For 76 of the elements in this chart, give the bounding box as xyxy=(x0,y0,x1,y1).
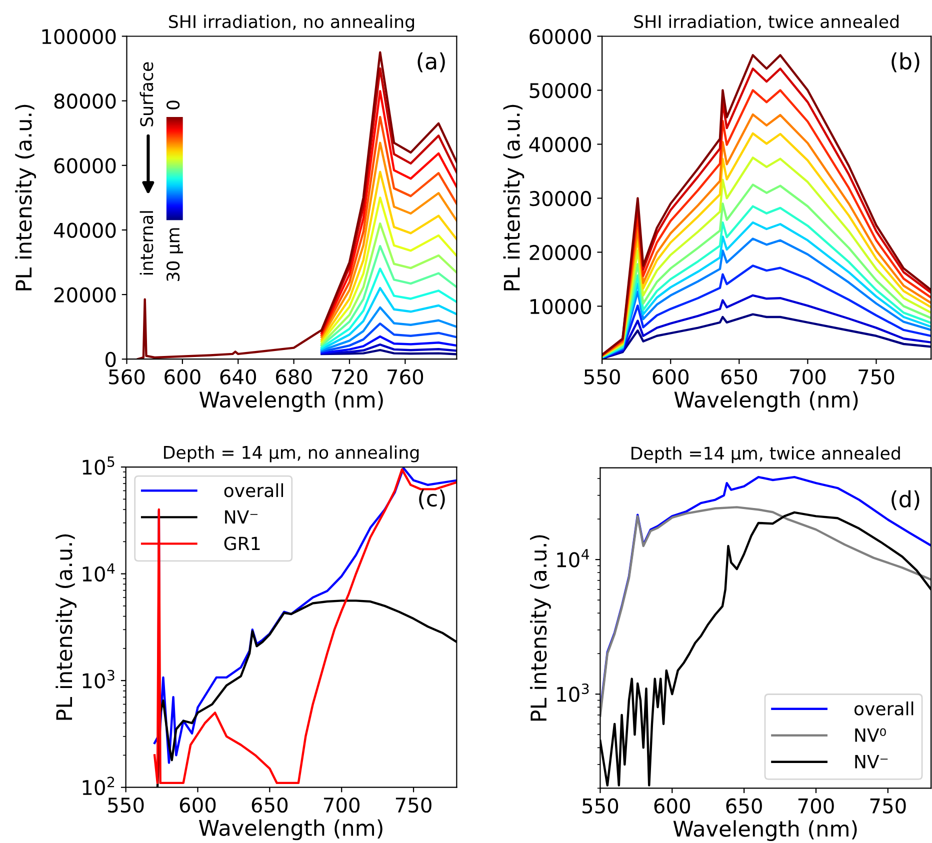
chart-title: Depth = 14 µm, no annealing xyxy=(164,445,419,462)
y-tick-label: 40000 xyxy=(54,222,116,238)
y-tick-label: 20000 xyxy=(54,287,116,302)
line-series xyxy=(320,335,457,354)
annotation: (a) xyxy=(418,52,445,72)
x-tick-label: 600 xyxy=(652,369,688,384)
chart-title: SHI irradiation, no annealing xyxy=(169,14,414,32)
legend-label: NV⁻ xyxy=(855,755,888,768)
y-axis-title: PL intensity (a.u.) xyxy=(503,104,524,290)
line-series xyxy=(320,286,457,350)
y-tick-label: 0 xyxy=(106,352,116,368)
annotation: (d) xyxy=(892,490,920,510)
y-tick-label: 60000 xyxy=(54,158,116,174)
x-tick-label: 650 xyxy=(726,798,762,814)
y-tick-label: 10000 xyxy=(530,298,592,314)
x-tick-label: 550 xyxy=(584,369,620,384)
y-tick-label: 100000 xyxy=(42,28,116,44)
legend-label: GR1 xyxy=(224,536,260,550)
chart-title: SHI irradiation, twice annealed xyxy=(634,14,898,30)
y-tick-label: 10$^{4}$ xyxy=(82,563,115,582)
x-tick-label: 700 xyxy=(798,798,834,814)
y-tick-label: 10$^{2}$ xyxy=(82,776,114,796)
x-tick-label: 600 xyxy=(654,798,690,814)
legend-label: overall xyxy=(224,483,283,498)
x-tick-label: 650 xyxy=(252,797,288,813)
x-tick-label: 720 xyxy=(332,369,368,384)
x-tick-label: 750 xyxy=(858,369,894,384)
line-series xyxy=(320,170,457,341)
line-series xyxy=(320,306,457,352)
x-axis-title: Wavelength (nm) xyxy=(198,819,382,840)
x-axis-title: Wavelength (nm) xyxy=(199,391,383,412)
y-tick-label: 40000 xyxy=(529,136,592,152)
y-axis-title: PL intensity (a.u.) xyxy=(530,535,551,721)
x-tick-label: 600 xyxy=(164,369,200,384)
y-axis-title: PL intensity (a.u.) xyxy=(15,104,36,290)
y-tick-label: 20000 xyxy=(530,244,592,260)
line-series xyxy=(320,268,457,349)
line-series xyxy=(320,343,457,355)
annotation: 0 xyxy=(166,100,180,110)
y-axis-title: PL intensity (a.u.) xyxy=(56,534,76,720)
legend-label: overall xyxy=(854,701,914,716)
annotation: Surface xyxy=(140,62,154,126)
x-tick-label: 700 xyxy=(324,797,360,813)
annotation: 30 μm xyxy=(166,228,183,281)
x-axis-title: Wavelength (nm) xyxy=(673,820,857,842)
line-series xyxy=(136,51,457,360)
annotation: internal xyxy=(140,211,154,275)
y-tick-label: 30000 xyxy=(530,190,592,206)
x-tick-label: 700 xyxy=(790,369,826,384)
y-tick-label: 50000 xyxy=(530,82,592,98)
y-tick-label: 10$^{4}$ xyxy=(557,549,590,568)
x-tick-label: 640 xyxy=(220,369,256,384)
x-tick-label: 550 xyxy=(582,798,618,814)
line-series xyxy=(320,196,457,343)
x-tick-label: 560 xyxy=(109,369,145,384)
x-axis-title: Wavelength (nm) xyxy=(674,391,858,412)
x-tick-label: 650 xyxy=(721,369,758,384)
legend-label: NV⁰ xyxy=(855,728,886,742)
line-series xyxy=(320,222,457,346)
y-tick-label: 80000 xyxy=(54,94,116,109)
y-tick-label: 60000 xyxy=(530,28,592,44)
x-tick-label: 680 xyxy=(276,369,312,384)
y-tick-label: 10$^{3}$ xyxy=(82,670,114,688)
x-tick-label: 760 xyxy=(388,369,424,384)
x-tick-label: 600 xyxy=(180,797,216,813)
legend-label: NV⁻ xyxy=(225,510,258,524)
y-tick-label: 10$^{5}$ xyxy=(82,456,114,475)
x-tick-label: 750 xyxy=(870,798,906,814)
x-tick-label: 750 xyxy=(396,797,432,813)
line-series xyxy=(320,322,457,353)
x-tick-label: 550 xyxy=(108,797,144,813)
y-tick-label: 10$^{3}$ xyxy=(557,683,589,702)
annotation: (b) xyxy=(892,52,920,72)
chart-title: Depth =14 μm, twice annealed xyxy=(632,446,900,464)
line-series xyxy=(320,245,457,347)
annotation: (c) xyxy=(419,489,445,510)
